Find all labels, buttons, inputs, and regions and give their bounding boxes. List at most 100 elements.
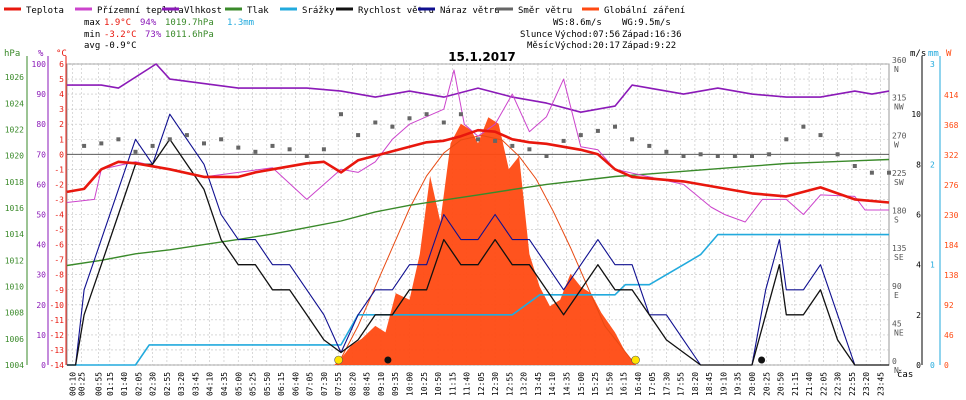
time-tick-53: 22:05 bbox=[819, 372, 828, 396]
wind-direction-point-38 bbox=[732, 154, 737, 158]
axes: 1026102410221020101810161014101210101008… bbox=[5, 56, 959, 396]
wind-direction-point-24 bbox=[493, 138, 498, 143]
time-tick-51: 21:15 bbox=[791, 372, 800, 396]
wind-direction-point-26 bbox=[527, 147, 532, 152]
time-tick-12: 05:00 bbox=[234, 372, 243, 396]
wind-direction-point-28 bbox=[561, 138, 566, 143]
time-tick-25: 10:25 bbox=[420, 372, 429, 396]
temp-tick-19: -13 bbox=[50, 346, 65, 355]
dir-name-tick-3: SW bbox=[894, 178, 904, 187]
time-tick-55: 22:55 bbox=[848, 372, 857, 396]
time-tick-44: 18:20 bbox=[691, 372, 700, 396]
ws-tick-4: 2 bbox=[916, 311, 921, 320]
wind-direction-point-23 bbox=[476, 137, 480, 142]
time-tick-52: 21:40 bbox=[805, 372, 814, 396]
stat-ws: WS:8.6m/s bbox=[553, 18, 602, 28]
legend-label-7: Směr větru bbox=[518, 6, 572, 16]
w-tick-9: 0 bbox=[944, 361, 949, 370]
hpa-tick-5: 1016 bbox=[5, 204, 24, 213]
time-tick-30: 12:30 bbox=[491, 372, 500, 396]
temp-tick-13: -7 bbox=[54, 256, 64, 265]
wind-direction-point-1 bbox=[99, 141, 104, 146]
legend-label-2: Vlhkost bbox=[184, 6, 222, 16]
time-tick-41: 17:05 bbox=[648, 372, 657, 396]
wind-direction-point-45 bbox=[852, 164, 857, 168]
legend-label-4: Srážky bbox=[302, 6, 335, 16]
time-tick-42: 17:30 bbox=[662, 372, 671, 396]
stat-min-temp: -3.2°C bbox=[104, 30, 137, 40]
time-tick-23: 09:35 bbox=[391, 372, 400, 396]
time-tick-14: 05:50 bbox=[263, 372, 272, 396]
time-tick-3: 01:15 bbox=[106, 372, 115, 396]
hpa-tick-2: 1022 bbox=[5, 125, 24, 134]
unit-pct: % bbox=[38, 49, 44, 59]
time-tick-9: 03:45 bbox=[191, 372, 200, 396]
sunrise-marker bbox=[334, 355, 343, 365]
wind-direction-point-25 bbox=[510, 143, 515, 148]
time-tick-7: 02:55 bbox=[163, 372, 172, 396]
wind-direction-point-5 bbox=[167, 137, 172, 142]
radiation-layer bbox=[334, 117, 636, 366]
time-tick-32: 13:20 bbox=[520, 372, 529, 396]
temp-tick-0: 6 bbox=[59, 60, 64, 69]
time-tick-16: 06:40 bbox=[291, 372, 300, 396]
time-tick-26: 10:50 bbox=[434, 372, 443, 396]
time-tick-13: 05:25 bbox=[249, 372, 258, 396]
dir-name-tick-5: SE bbox=[894, 253, 904, 262]
temp-tick-15: -9 bbox=[54, 286, 64, 295]
temp-tick-10: -4 bbox=[54, 211, 64, 220]
unit-c: °C bbox=[56, 49, 67, 59]
pct-tick-10: 0 bbox=[41, 361, 46, 370]
wind-direction-point-9 bbox=[236, 145, 241, 150]
mm-tick-3: 0 bbox=[930, 361, 935, 370]
dir-deg-tick-6: 90 bbox=[892, 282, 902, 291]
temp-tick-16: -10 bbox=[50, 301, 65, 310]
dir-deg-tick-1: 315 bbox=[892, 94, 907, 103]
time-tick-50: 20:50 bbox=[777, 372, 786, 396]
w-tick-1: 368 bbox=[944, 121, 959, 130]
wind-direction-point-10 bbox=[253, 149, 258, 154]
dir-deg-tick-4: 180 bbox=[892, 207, 907, 216]
stats-block: max 1.9°C 94% 1019.7hPa 1.3mm min -3.2°C… bbox=[84, 18, 682, 51]
time-tick-56: 23:20 bbox=[862, 372, 871, 396]
time-tick-35: 14:35 bbox=[562, 372, 571, 396]
time-tick-24: 10:00 bbox=[406, 372, 415, 396]
wind-direction-point-33 bbox=[647, 143, 652, 148]
wind-direction-point-42 bbox=[801, 124, 806, 129]
series-rychlost-vetru bbox=[67, 138, 889, 366]
hpa-tick-7: 1012 bbox=[5, 256, 24, 265]
time-tick-5: 02:05 bbox=[134, 372, 143, 396]
wind-direction-point-39 bbox=[750, 154, 754, 158]
stat-min-press: 1011.6hPa bbox=[165, 30, 214, 40]
time-tick-27: 11:15 bbox=[448, 372, 457, 396]
pct-tick-0: 100 bbox=[32, 60, 47, 69]
temp-tick-11: -5 bbox=[54, 226, 64, 235]
time-tick-34: 14:10 bbox=[548, 372, 557, 396]
ws-tick-5: 0 bbox=[916, 361, 921, 370]
dir-deg-tick-3: 225 bbox=[892, 169, 907, 178]
temp-tick-5: 1 bbox=[59, 135, 64, 144]
temp-tick-1: 5 bbox=[59, 75, 64, 84]
temp-tick-18: -12 bbox=[50, 331, 65, 340]
time-tick-1: 00:25 bbox=[77, 372, 86, 396]
series-layer bbox=[66, 63, 891, 366]
time-tick-15: 06:15 bbox=[277, 372, 286, 396]
chart-title: 15.1.2017 bbox=[448, 50, 516, 64]
wind-direction-point-31 bbox=[613, 124, 617, 129]
time-tick-20: 08:20 bbox=[348, 372, 357, 396]
wind-direction-point-20 bbox=[424, 112, 429, 117]
ws-tick-0: 10 bbox=[911, 110, 921, 119]
moonrise-marker bbox=[758, 356, 766, 364]
time-tick-17: 07:05 bbox=[306, 372, 315, 396]
stat-avg-temp: -0.9°C bbox=[104, 41, 137, 51]
time-tick-33: 13:45 bbox=[534, 372, 543, 396]
pct-tick-4: 60 bbox=[36, 180, 46, 189]
w-tick-5: 184 bbox=[944, 241, 959, 250]
time-tick-54: 22:30 bbox=[834, 372, 843, 396]
x-axis-label: čas bbox=[897, 369, 913, 380]
stat-max-rain: 1.3mm bbox=[227, 18, 254, 28]
wind-direction-point-43 bbox=[818, 133, 823, 138]
time-tick-6: 02:30 bbox=[149, 372, 158, 396]
time-tick-8: 03:20 bbox=[177, 372, 186, 396]
temp-tick-3: 3 bbox=[59, 105, 64, 114]
